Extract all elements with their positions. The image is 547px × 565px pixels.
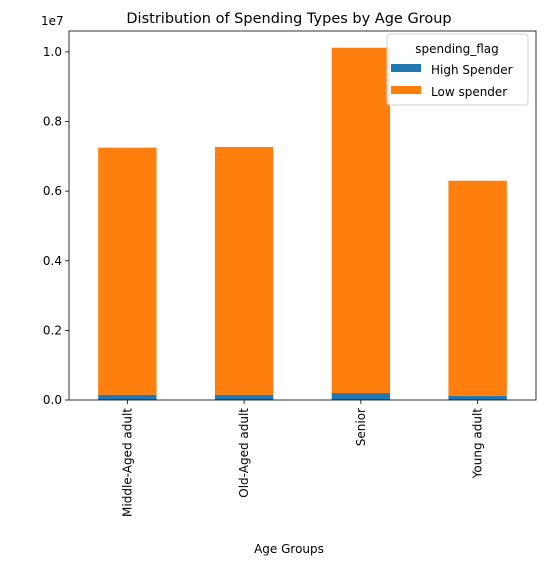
y-tick-label: 0.4 bbox=[43, 254, 62, 268]
x-tick-label: Senior bbox=[354, 408, 368, 446]
bar-low-spender-3 bbox=[448, 180, 507, 396]
y-scale-label: 1e7 bbox=[41, 14, 64, 28]
x-axis-label: Age Groups bbox=[254, 542, 324, 556]
plot-area: Middle-Aged adult Old-Aged adult Senior You… bbox=[43, 30, 537, 517]
y-tick-label: 0.0 bbox=[43, 393, 62, 407]
bar-high-spender-1 bbox=[214, 394, 274, 400]
y-tick-label: 1.0 bbox=[43, 45, 62, 59]
x-tick-label: Middle-Aged adult bbox=[120, 408, 134, 517]
chart-title: Distribution of Spending Types by Age Gr… bbox=[126, 11, 451, 27]
legend-swatch-low-spender bbox=[391, 86, 421, 94]
axes-frame bbox=[68, 30, 537, 401]
legend-title: spending_flag bbox=[415, 42, 499, 56]
y-tick-label: 0.2 bbox=[43, 323, 62, 337]
legend-frame bbox=[386, 33, 529, 106]
legend-swatch-high-spender bbox=[391, 64, 421, 72]
x-tick-label: Young adult bbox=[471, 408, 485, 480]
y-tick-label: 0.8 bbox=[43, 115, 62, 129]
legend-label-high-spender: High Spender bbox=[431, 63, 513, 77]
bar-high-spender-3 bbox=[448, 395, 507, 400]
bar-low-spender-2 bbox=[331, 47, 391, 394]
bar-high-spender-2 bbox=[331, 393, 391, 400]
legend: spending_flag High Spender Low spender bbox=[386, 33, 529, 106]
legend-label-low-spender: Low spender bbox=[431, 85, 507, 99]
bar-high-spender-0 bbox=[98, 394, 157, 400]
x-tick-label: Old-Aged adult bbox=[237, 408, 251, 498]
bar-low-spender-0 bbox=[98, 147, 157, 395]
y-tick-label: 0.6 bbox=[43, 184, 62, 198]
bar-low-spender-1 bbox=[214, 146, 274, 395]
